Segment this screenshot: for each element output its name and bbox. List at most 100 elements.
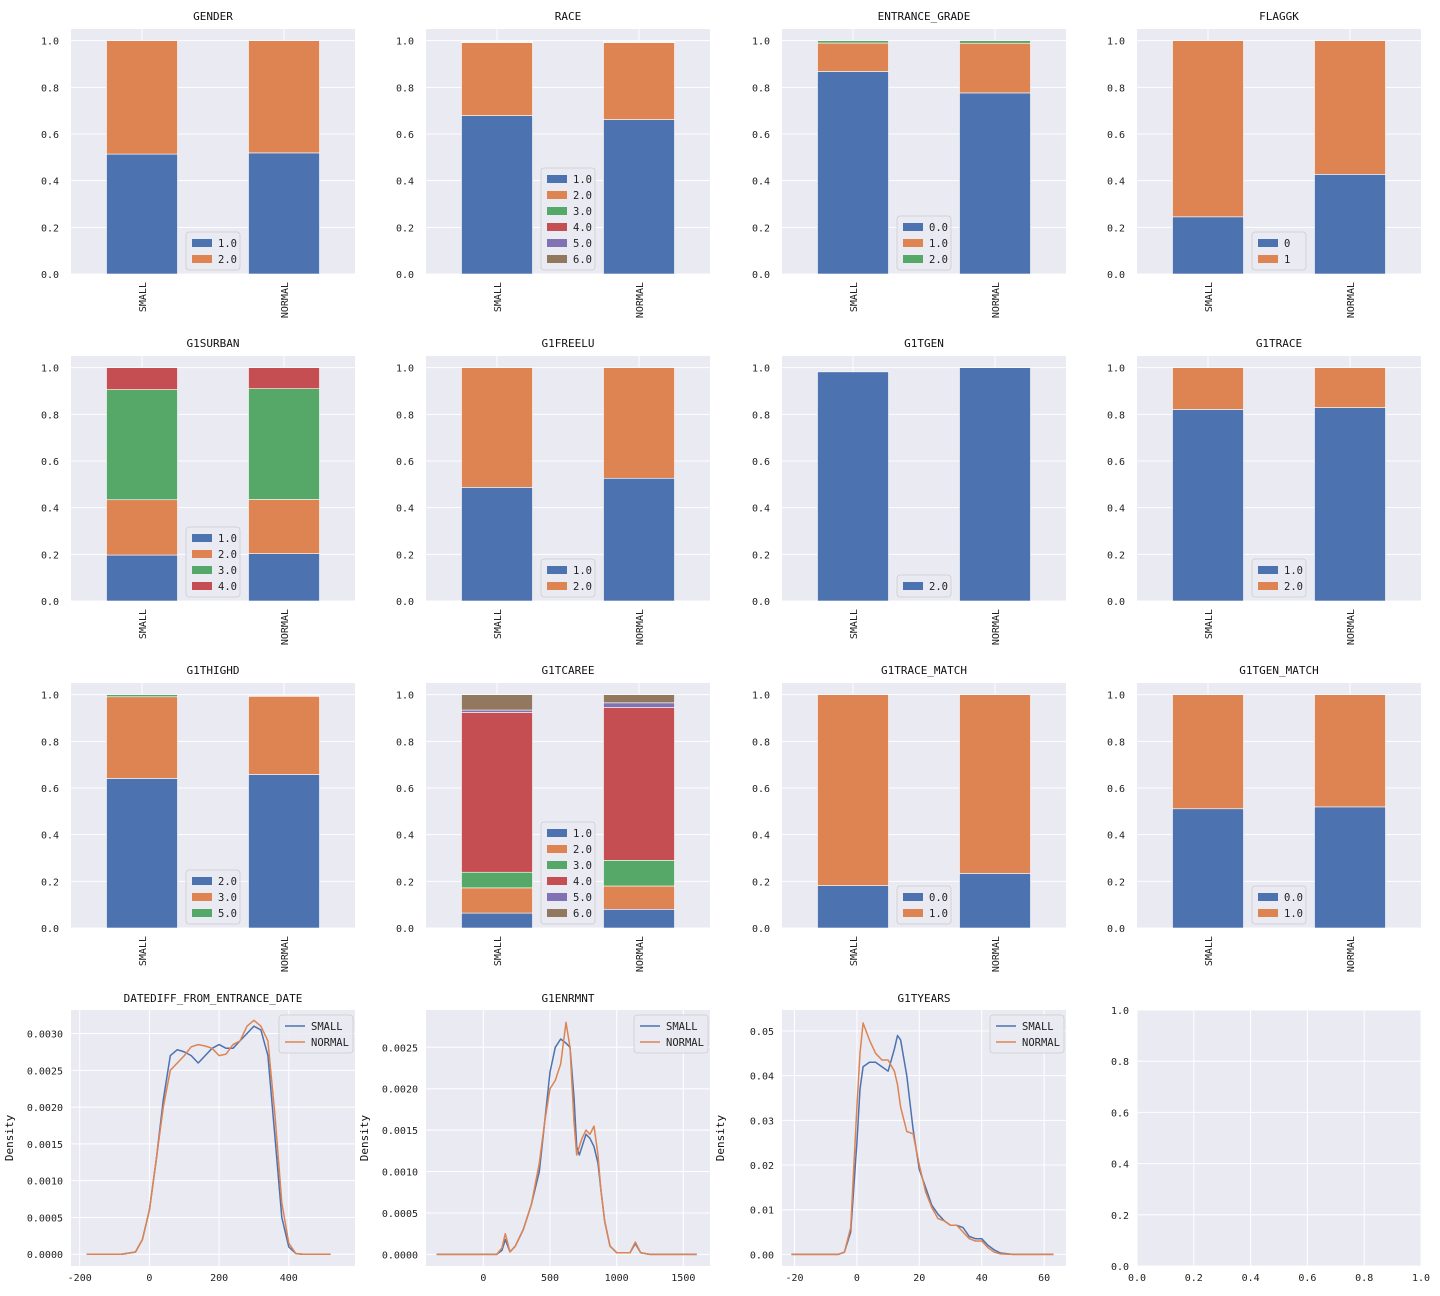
y-tick-label: 0.2 bbox=[41, 877, 59, 888]
legend: 0.01.0 bbox=[1251, 885, 1307, 925]
legend-label: 2.0 bbox=[573, 190, 592, 202]
bar-segment-small-2.0 bbox=[106, 40, 178, 155]
bar-segment-small-2.0 bbox=[461, 42, 533, 116]
y-tick-label: 0.4 bbox=[41, 831, 59, 842]
bar-segment-normal-1.0 bbox=[959, 694, 1031, 874]
density-line-normal bbox=[86, 1019, 331, 1255]
y-tick-label: 0.6 bbox=[1107, 130, 1125, 141]
legend-label: 0 bbox=[1284, 238, 1290, 250]
bar-segment-normal-1.0 bbox=[603, 909, 675, 929]
legend-swatch bbox=[903, 893, 923, 901]
y-tick-label: 0.6 bbox=[396, 130, 414, 141]
y-tick-label: 0.4 bbox=[396, 504, 414, 515]
subplot-g1thighd: 0.0 0.2 0.4 0.6 0.8 1.0 SMALL NORMAL 2.0 3.0 5.0 G1… bbox=[41, 664, 355, 972]
x-tick-label: 200 bbox=[210, 1273, 228, 1284]
y-tick-label: 0.2 bbox=[1107, 550, 1125, 561]
bar-segment-normal-1.0 bbox=[603, 477, 675, 602]
y-tick-label: 0.6 bbox=[41, 130, 59, 141]
bar-segment-small-1.0 bbox=[106, 554, 178, 602]
legend: 1.0 2.0 3.0 4.0 5.0 6.0 bbox=[540, 167, 596, 271]
x-tick-label: 20 bbox=[913, 1273, 925, 1284]
legend-swatch bbox=[547, 909, 567, 917]
x-tick-label: SMALL bbox=[1204, 936, 1215, 966]
y-tick-label: 0.2 bbox=[752, 877, 770, 888]
y-tick-label: 0.2 bbox=[41, 223, 59, 234]
legend-swatch bbox=[547, 861, 567, 869]
chart-title: DATEDIFF_FROM_ENTRANCE_DATE bbox=[124, 992, 303, 1005]
y-tick-label: 0.0 bbox=[752, 924, 770, 935]
bar-segment-small-1.0 bbox=[817, 694, 889, 886]
legend-swatch bbox=[192, 534, 212, 542]
y-tick-label: 0.0 bbox=[1107, 924, 1125, 935]
y-tick-label: 0.8 bbox=[396, 83, 414, 94]
y-tick-label: 1.0 bbox=[1107, 364, 1125, 375]
y-tick-label: 0.4 bbox=[396, 831, 414, 842]
y-tick-label: 0.0 bbox=[41, 597, 59, 608]
legend: 1.0 2.0 3.0 4.0 bbox=[185, 526, 241, 598]
y-tick-label: 1.0 bbox=[396, 364, 414, 375]
y-tick-label: 0.0 bbox=[1107, 270, 1125, 281]
y-tick-label: 0.0025 bbox=[382, 1043, 418, 1054]
legend-label: 2.0 bbox=[1284, 581, 1303, 593]
y-tick-label: 0.0000 bbox=[27, 1250, 63, 1261]
y-tick-label: 0.0 bbox=[396, 924, 414, 935]
legend-swatch bbox=[192, 877, 212, 885]
x-tick-label: SMALL bbox=[493, 282, 504, 312]
y-tick-label: 0.6 bbox=[1107, 457, 1125, 468]
x-tick-label: 0.2 bbox=[1185, 1273, 1203, 1284]
bar-segment-normal-0.0 bbox=[959, 873, 1031, 929]
bar-segment-normal-3.0 bbox=[248, 388, 320, 500]
legend-label: 5.0 bbox=[573, 238, 592, 250]
legend-label: 2.0 bbox=[929, 254, 948, 266]
legend-label: 0.0 bbox=[1284, 892, 1303, 904]
y-tick-label: 0.6 bbox=[41, 784, 59, 795]
legend-swatch bbox=[1258, 582, 1278, 590]
x-tick-label: 1000 bbox=[605, 1273, 629, 1284]
y-tick-label: 0.02 bbox=[750, 1161, 774, 1172]
x-tick-label: SMALL bbox=[493, 609, 504, 639]
legend-label: NORMAL bbox=[1022, 1037, 1060, 1049]
x-tick-label: SMALL bbox=[493, 936, 504, 966]
legend-label: 1.0 bbox=[1284, 908, 1303, 920]
bar-segment-small-0.0 bbox=[817, 885, 889, 929]
y-tick-label: 0.00 bbox=[750, 1250, 774, 1261]
y-tick-label: 0.2 bbox=[752, 223, 770, 234]
y-tick-label: 1.0 bbox=[396, 37, 414, 48]
chart-title: G1FREELU bbox=[542, 337, 595, 350]
x-tick-label: NORMAL bbox=[635, 282, 646, 318]
bar-segment-small-1.0 bbox=[1172, 694, 1244, 810]
y-tick-label: 0.2 bbox=[752, 550, 770, 561]
y-tick-label: 0.0015 bbox=[27, 1140, 63, 1151]
legend-label: 0.0 bbox=[929, 222, 948, 234]
bar-segment-normal-3.0 bbox=[248, 695, 320, 775]
y-tick-label: 1.0 bbox=[1111, 1006, 1129, 1017]
legend-label: 5.0 bbox=[218, 908, 237, 920]
chart-title: G1TGEN_MATCH bbox=[1239, 664, 1318, 677]
x-tick-label: NORMAL bbox=[280, 282, 291, 318]
subplot-datediff_from_entrance_date: 0.0000 0.0005 0.0010 0.0015 0.0020 0.0025 0.00… bbox=[3, 992, 355, 1284]
y-tick-label: 0.4 bbox=[1107, 504, 1125, 515]
y-tick-label: 0.8 bbox=[41, 737, 59, 748]
legend-label: 3.0 bbox=[218, 565, 237, 577]
bar-segment-normal-0.0 bbox=[1314, 806, 1386, 929]
legend-label: 1.0 bbox=[929, 238, 948, 250]
bar-segment-small-4.0 bbox=[106, 367, 178, 390]
y-tick-label: 0.01 bbox=[750, 1206, 774, 1217]
y-tick-label: 0.2 bbox=[396, 550, 414, 561]
y-tick-label: 0.0 bbox=[1107, 597, 1125, 608]
y-tick-label: 0.0 bbox=[396, 270, 414, 281]
legend-swatch bbox=[192, 550, 212, 558]
legend: 2.0 3.0 5.0 bbox=[185, 869, 241, 925]
y-tick-label: 0.0 bbox=[41, 270, 59, 281]
legend-swatch bbox=[547, 582, 567, 590]
y-tick-label: 0.8 bbox=[752, 83, 770, 94]
legend-swatch bbox=[547, 207, 567, 215]
y-tick-label: 1.0 bbox=[1107, 691, 1125, 702]
y-tick-label: 0.8 bbox=[396, 737, 414, 748]
x-tick-label: NORMAL bbox=[1346, 282, 1357, 318]
y-tick-label: 1.0 bbox=[41, 364, 59, 375]
legend-swatch bbox=[547, 191, 567, 199]
legend-swatch bbox=[192, 909, 212, 917]
y-tick-label: 0.0010 bbox=[382, 1168, 418, 1179]
